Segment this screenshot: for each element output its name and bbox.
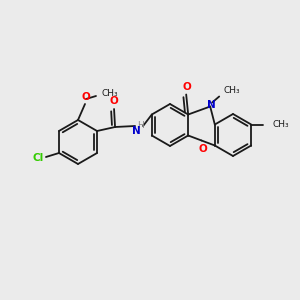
Text: Cl: Cl xyxy=(32,153,44,163)
Text: O: O xyxy=(198,143,207,154)
Text: O: O xyxy=(110,96,118,106)
Text: CH₃: CH₃ xyxy=(102,88,119,98)
Text: O: O xyxy=(183,82,192,92)
Text: CH₃: CH₃ xyxy=(272,120,289,129)
Text: N: N xyxy=(132,126,140,136)
Text: CH₃: CH₃ xyxy=(223,86,240,95)
Text: N: N xyxy=(207,100,216,110)
Text: O: O xyxy=(82,92,90,102)
Text: H: H xyxy=(137,121,143,130)
